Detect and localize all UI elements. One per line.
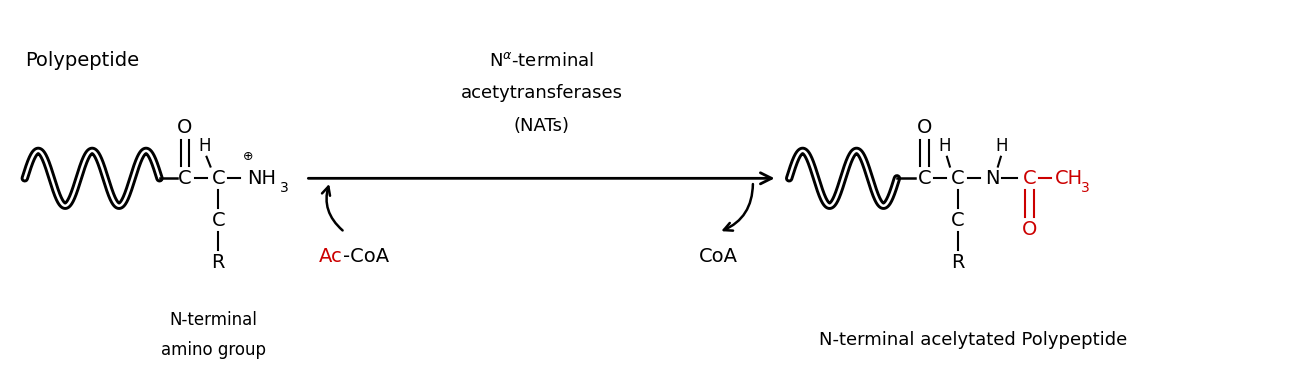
Text: N$^{\alpha}$-terminal: N$^{\alpha}$-terminal [489,52,594,70]
Text: N-terminal acelytated Polypeptide: N-terminal acelytated Polypeptide [819,331,1127,349]
Text: C: C [918,169,931,188]
Text: N-terminal: N-terminal [169,312,257,329]
Text: C: C [950,169,965,188]
Text: C: C [178,169,192,188]
Text: CH: CH [1054,169,1083,188]
Text: $\oplus$: $\oplus$ [242,150,254,163]
Text: C: C [212,169,225,188]
Text: acetytransferases: acetytransferases [460,84,623,102]
Text: R: R [952,253,965,272]
Text: H: H [939,137,952,155]
Text: N: N [985,169,1000,188]
Text: amino group: amino group [161,341,266,359]
Text: CoA: CoA [699,247,738,266]
Text: Polypeptide: Polypeptide [25,51,139,70]
Text: 3: 3 [1082,181,1089,195]
Text: O: O [1022,220,1037,239]
Text: R: R [212,253,225,272]
Text: C: C [950,211,965,230]
Text: H: H [199,137,211,155]
Text: NH: NH [247,169,276,188]
Text: H: H [996,137,1008,155]
Text: C: C [212,211,225,230]
Text: (NATs): (NATs) [514,118,569,135]
Text: 3: 3 [280,181,289,195]
Text: Ac: Ac [318,247,343,266]
Text: C: C [1022,169,1036,188]
Text: O: O [916,118,932,137]
Text: O: O [177,118,192,137]
Text: -CoA: -CoA [343,247,389,266]
